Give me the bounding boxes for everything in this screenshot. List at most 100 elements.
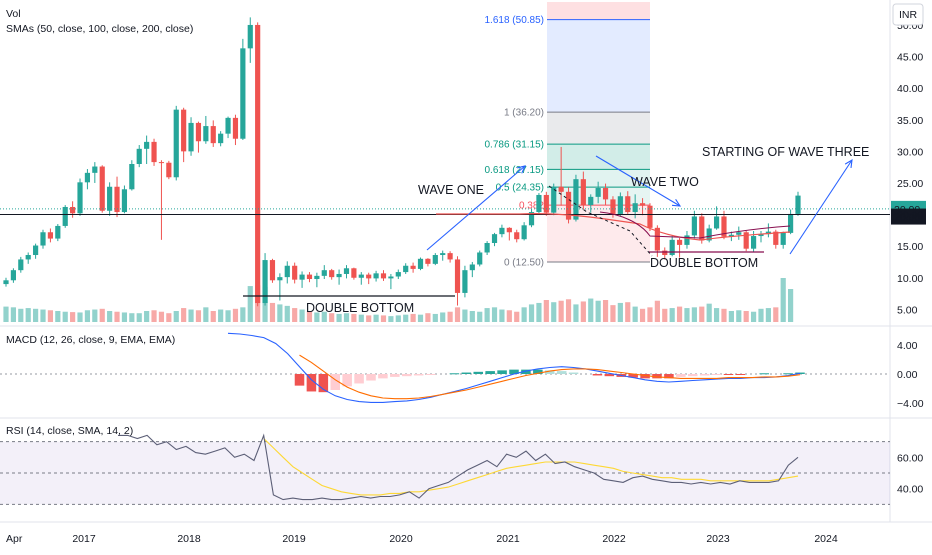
macd-hist-15: [401, 374, 412, 377]
volume-bar-40: [299, 309, 305, 322]
macd-hist-6: [294, 374, 305, 386]
volume-bar-15: [114, 311, 120, 322]
volume-bar-5: [40, 309, 46, 322]
rsi-tick-1: 40.00: [897, 484, 923, 496]
candle-body-40: [299, 274, 305, 280]
candle-body-95: [706, 228, 712, 241]
volume-bar-10: [77, 312, 83, 322]
wave-three-arrow: [789, 159, 853, 255]
volume-bar-25: [188, 309, 194, 322]
macd-tick-2: −4.00: [897, 398, 924, 410]
volume-bar-11: [84, 310, 91, 322]
volume-bar-53: [395, 315, 401, 322]
legend-macd: MACD (12, 26, close, 9, EMA, EMA): [6, 334, 175, 346]
candle-body-97: [721, 216, 727, 237]
candle-body-51: [380, 273, 387, 279]
volume-bar-101: [750, 311, 757, 322]
fib-zone-1: [547, 112, 650, 145]
candle-body-20: [151, 141, 157, 163]
macd-hist-47: [783, 373, 793, 375]
candle-body-5: [40, 232, 46, 246]
volume-bar-81: [602, 300, 609, 322]
candle-body-0: [3, 280, 9, 285]
axes: 5.00 10.00 15.00 20.00 25.00 30.00 35.00 40.00 4…: [6, 20, 923, 545]
candle-body-79: [588, 196, 594, 206]
volume-bar-55: [410, 313, 416, 322]
candle-body-15: [114, 186, 120, 213]
candle-body-9: [70, 206, 76, 214]
volume-bar-102: [758, 308, 764, 322]
candle-body-63: [469, 264, 475, 271]
macd-tick-0: 4.00: [897, 340, 918, 352]
volume-bar-60: [447, 311, 453, 322]
candle-body-91: [676, 239, 683, 245]
x-tick-2: 2018: [177, 533, 201, 545]
volume-bar-103: [765, 308, 771, 322]
rsi-line: [118, 433, 799, 501]
currency-badge[interactable]: [892, 3, 924, 26]
candle-body-39: [292, 265, 298, 280]
volume-bar-59: [440, 312, 446, 322]
volume-bar-48: [358, 314, 364, 322]
macd-hist-31: [592, 374, 603, 376]
candle-body-65: [484, 243, 490, 253]
volume-bar-16: [121, 312, 128, 322]
volume-bar-65: [484, 308, 490, 322]
candle-body-41: [306, 274, 313, 280]
macd-hist-21: [473, 371, 484, 374]
candle-body-93: [691, 216, 697, 236]
candles: [3, 17, 801, 307]
macd-hist-24: [509, 369, 519, 374]
volume-bar-29: [218, 309, 224, 322]
candle-body-56: [417, 258, 424, 269]
candle-body-74: [551, 186, 557, 213]
volume-bar-89: [662, 308, 668, 322]
annotation-wave-one: WAVE ONE: [418, 183, 484, 197]
volume-bar-83: [617, 302, 623, 322]
candle-body-62: [462, 270, 468, 293]
price-tick-6: 35.00: [897, 115, 923, 127]
wave-three-arrow-head: [844, 158, 853, 169]
candle-body-64: [477, 252, 483, 265]
candle-body-14: [107, 186, 113, 211]
candle-body-36: [269, 260, 276, 281]
currency-label: INR: [899, 9, 918, 21]
volume-bar-0: [3, 306, 9, 322]
candle-body-44: [329, 270, 335, 278]
legend-rsi: RSI (14, close, SMA, 14, 2): [6, 425, 133, 437]
macd-hist-8: [318, 374, 329, 393]
volume-bar-90: [669, 308, 675, 322]
macd-line: [227, 332, 801, 403]
volume-bar-78: [580, 301, 586, 322]
volume-bar-67: [499, 309, 505, 322]
x-tick-7: 2023: [706, 533, 730, 545]
volume-bar-100: [743, 311, 749, 322]
macd-hist-45: [759, 373, 770, 375]
candle-body-90: [669, 239, 675, 256]
volume-bar-9: [70, 312, 76, 322]
candle-body-96: [713, 216, 720, 229]
candle-body-68: [506, 227, 512, 233]
volume-bar-30: [225, 310, 231, 322]
candle-body-69: [514, 232, 520, 240]
volume-bar-64: [477, 311, 483, 322]
volume-bar-7: [55, 311, 61, 322]
macd-hist-20: [461, 372, 472, 374]
signal-line: [299, 354, 801, 400]
price-tick-5: 30.00: [897, 146, 923, 158]
volume-bar-42: [314, 312, 320, 322]
macd-hist-37: [664, 374, 674, 379]
candle-body-17: [129, 164, 135, 190]
candle-body-104: [773, 231, 779, 245]
volume-bar-80: [595, 300, 601, 322]
volume-bar-24: [181, 308, 187, 322]
volume-bar-93: [691, 307, 697, 322]
x-tick-5: 2021: [496, 533, 520, 545]
volume-bar-82: [610, 305, 616, 322]
candle-body-16: [121, 189, 128, 213]
price-tick-8: 45.00: [897, 52, 923, 64]
volume-bar-68: [506, 310, 512, 322]
candle-body-34: [255, 24, 261, 304]
candle-body-38: [284, 265, 290, 278]
wave-two-arrow-head: [671, 199, 682, 207]
